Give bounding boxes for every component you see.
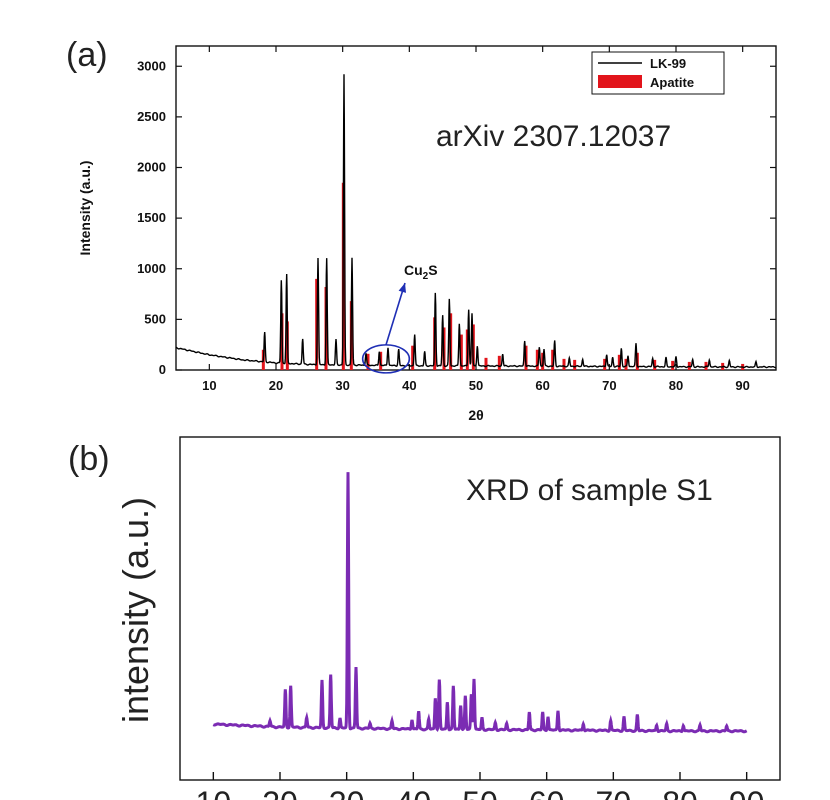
chart-a-y-tick-label: 1000 [137, 261, 166, 276]
chart-a-y-tick-label: 2000 [137, 160, 166, 175]
cu2s-label: Cu2S [404, 262, 438, 282]
lk99-series-line [175, 74, 777, 369]
chart-a-x-tick-label: 80 [669, 378, 683, 393]
cu2s-arrow [385, 282, 406, 346]
chart-b-annotation: XRD of sample S1 [466, 474, 713, 507]
chart-b-x-tick-label: 10 [196, 785, 232, 800]
chart-a-y-tick-label: 3000 [137, 58, 166, 73]
chart-a-annotation: arXiv 2307.12037 [436, 120, 671, 153]
legend-apatite-label: Apatite [650, 75, 694, 90]
chart-a-x-tick-label: 50 [469, 378, 483, 393]
chart-b-x-tick-label: 50 [462, 785, 498, 800]
chart-a-y-tick-label: 500 [144, 311, 166, 326]
chart-b-x-tick-label: 80 [662, 785, 698, 800]
chart-a-x-tick-label: 40 [402, 378, 416, 393]
chart-a-y-axis-title: Intensity (a.u.) [77, 161, 93, 256]
chart-b-x-tick-label: 40 [396, 785, 432, 800]
panel-b-label: (b) [68, 440, 110, 478]
chart-a-x-tick-label: 20 [269, 378, 283, 393]
chart-a-y-tick-label: 1500 [137, 210, 166, 225]
chart-b-x-ticks: 10 20 30 40 50 60 70 80 90 [196, 772, 765, 800]
chart-a-y-tick-label: 2500 [137, 109, 166, 124]
chart-a-x-tick-label: 70 [602, 378, 616, 393]
chart-b-x-tick-label: 20 [262, 785, 298, 800]
chart-b-x-tick-label: 90 [729, 785, 765, 800]
chart-a-legend: LK-99 Apatite [591, 51, 725, 95]
chart-b-x-tick-label: 60 [529, 785, 565, 800]
s1-series-line [212, 472, 748, 734]
panel-a-label: (a) [66, 36, 108, 74]
chart-a-x-ticks: 10 20 30 40 50 60 70 80 90 [202, 46, 750, 393]
chart-b: 10 20 30 40 50 60 70 80 90 XRD of sample S1 inte… [115, 436, 781, 800]
chart-b-x-tick-label: 70 [596, 785, 632, 800]
chart-a-x-axis-title: 2θ [468, 407, 483, 423]
chart-a-x-tick-label: 30 [335, 378, 349, 393]
chart-a-x-tick-label: 10 [202, 378, 216, 393]
chart-a: 0 500 1000 1500 2000 2500 3000 10 20 30 40 50 60 70 8… [77, 45, 777, 423]
chart-a-y-tick-label: 0 [159, 362, 166, 377]
chart-a-y-ticks: 0 500 1000 1500 2000 2500 3000 [137, 58, 776, 377]
chart-b-y-axis-title: intensity (a.u.) [115, 497, 156, 723]
chart-b-x-tick-label: 30 [329, 785, 365, 800]
cu2s-callout: Cu2S [361, 262, 438, 374]
chart-a-frame [175, 45, 777, 371]
legend-apatite-swatch [598, 75, 642, 88]
chart-a-x-tick-label: 90 [735, 378, 749, 393]
cu2s-ellipse [361, 344, 411, 374]
cu2s-arrowhead [398, 283, 406, 293]
chart-a-x-tick-label: 60 [535, 378, 549, 393]
legend-lk99-label: LK-99 [650, 56, 686, 71]
